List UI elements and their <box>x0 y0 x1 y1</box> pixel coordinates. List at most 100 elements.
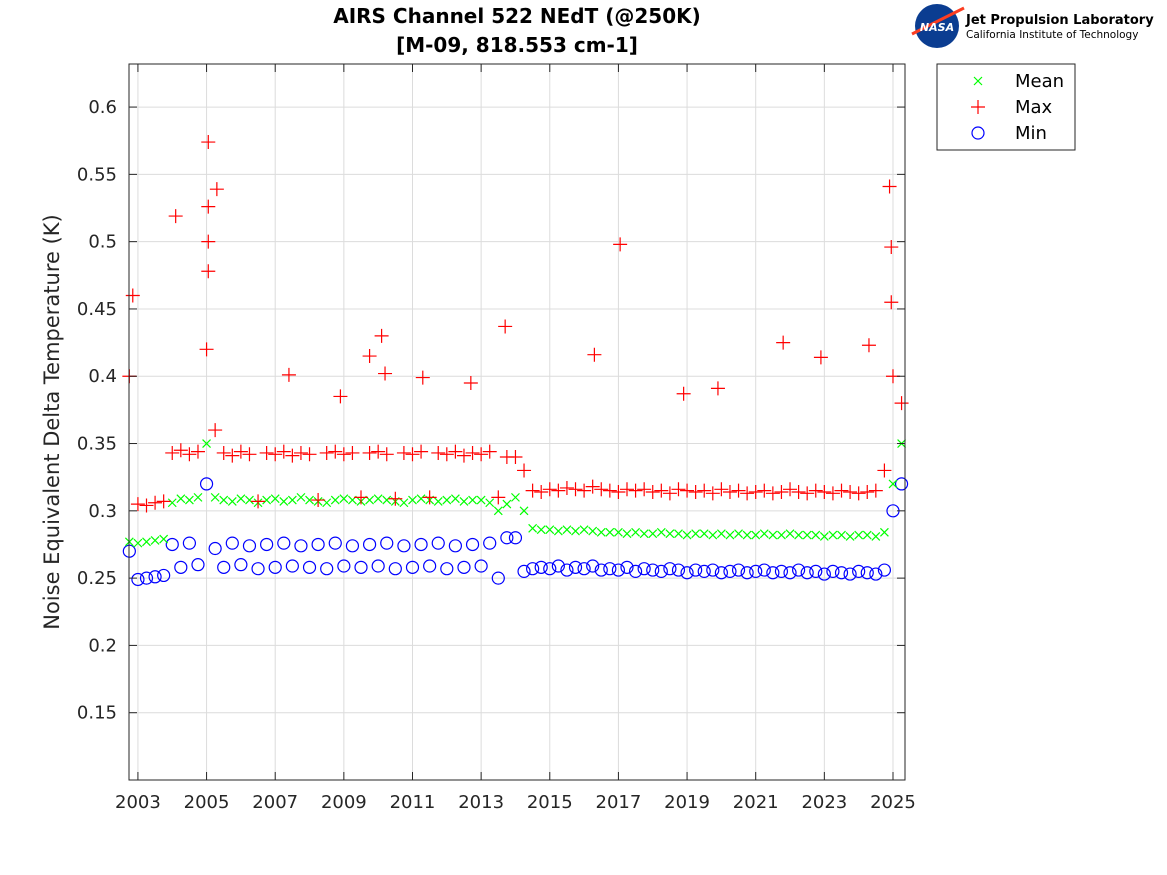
data-marks <box>122 135 909 587</box>
x-tick-label: 2011 <box>390 792 436 813</box>
mean-point <box>433 496 443 506</box>
y-tick-label: 0.25 <box>77 568 117 589</box>
mean-point <box>287 495 297 505</box>
min-point <box>474 559 488 573</box>
legend-marker-max <box>971 100 985 114</box>
max-point <box>868 483 883 498</box>
max-point <box>602 483 617 498</box>
legend-marker-min <box>971 126 985 140</box>
x-tick-label: 2021 <box>733 792 779 813</box>
plot-area-frame <box>128 63 906 781</box>
min-point <box>783 566 797 580</box>
max-point <box>276 444 291 459</box>
min-point <box>174 560 188 574</box>
max-outlier-point <box>884 295 899 310</box>
mean-point <box>305 495 314 505</box>
mean-point <box>879 527 889 537</box>
min-point <box>586 559 600 573</box>
min-point <box>139 571 154 585</box>
max-point <box>319 445 334 460</box>
mean-point <box>777 530 786 540</box>
min-point <box>826 564 840 578</box>
legend-marker-mean <box>973 76 983 86</box>
mean-point <box>725 530 735 540</box>
min-point <box>362 537 377 552</box>
min-point <box>731 563 746 577</box>
max-outlier-point <box>125 288 140 303</box>
mean-point <box>236 494 246 504</box>
min-point <box>749 564 763 578</box>
y-axis-label: Noise Equivalent Delta Temperature (K) <box>40 214 64 630</box>
min-point <box>543 562 557 576</box>
min-point <box>637 562 651 576</box>
legend-label-mean: Mean <box>1015 71 1064 92</box>
min-point <box>500 531 514 545</box>
min-point <box>242 539 257 553</box>
mean-point <box>794 530 804 540</box>
min-point <box>208 541 222 556</box>
min-point <box>423 559 437 573</box>
max-outlier-point <box>378 366 393 381</box>
max-point <box>808 483 823 498</box>
max-point <box>354 490 369 505</box>
mean-point <box>571 526 580 536</box>
y-tick-label: 0.2 <box>88 635 117 656</box>
min-point <box>560 563 574 577</box>
min-point <box>526 562 540 576</box>
mean-point <box>202 439 211 448</box>
min-point <box>131 572 145 587</box>
nasa-badge-text: NASA <box>920 21 954 34</box>
min-point <box>491 571 505 585</box>
min-point <box>285 559 299 573</box>
min-point <box>680 566 694 580</box>
mean-point <box>193 492 203 502</box>
y-tick-label: 0.6 <box>88 97 117 118</box>
max-point <box>148 495 163 510</box>
max-point <box>688 484 703 499</box>
mean-point <box>734 529 743 539</box>
mean-point <box>708 530 718 540</box>
min-point <box>260 537 274 552</box>
min-point <box>199 477 214 491</box>
max-outlier-point <box>882 179 897 194</box>
mean-point <box>785 529 795 539</box>
mean-point <box>339 494 349 504</box>
y-tick-label: 0.3 <box>88 501 117 522</box>
min-point <box>465 537 480 552</box>
min-point <box>757 563 771 577</box>
max-point <box>662 486 677 501</box>
min-point <box>740 566 754 580</box>
axis-ticks: 2003 2005 2007 2009 2011 2013 2015 2017 2019 2021… <box>77 64 916 813</box>
mean-point <box>279 496 289 506</box>
mean-point <box>270 494 280 504</box>
max-point <box>302 447 317 462</box>
mean-point <box>691 529 701 539</box>
min-point <box>860 566 874 580</box>
mean-point <box>176 494 186 504</box>
mean-point <box>159 534 169 544</box>
max-point <box>551 483 566 498</box>
mean-point <box>751 530 761 540</box>
max-point <box>714 482 729 497</box>
min-point <box>594 563 608 577</box>
mean-point <box>811 530 821 540</box>
max-point <box>611 484 626 499</box>
max-point <box>783 482 798 497</box>
max-point <box>285 448 300 463</box>
max-point <box>834 483 849 498</box>
max-outlier-point <box>201 135 216 150</box>
max-point <box>731 483 746 498</box>
mean-point <box>768 530 778 540</box>
mean-point <box>545 525 555 535</box>
mean-point <box>167 498 177 508</box>
max-outlier-point <box>209 182 224 197</box>
min-point <box>817 567 831 581</box>
mean-point <box>648 529 658 539</box>
max-point <box>843 484 858 499</box>
y-tick-label: 0.55 <box>77 164 117 185</box>
min-point <box>620 560 634 574</box>
y-tick-label: 0.4 <box>88 366 117 387</box>
max-outlier-point <box>498 319 513 334</box>
max-point <box>208 423 223 438</box>
max-point <box>328 444 343 459</box>
